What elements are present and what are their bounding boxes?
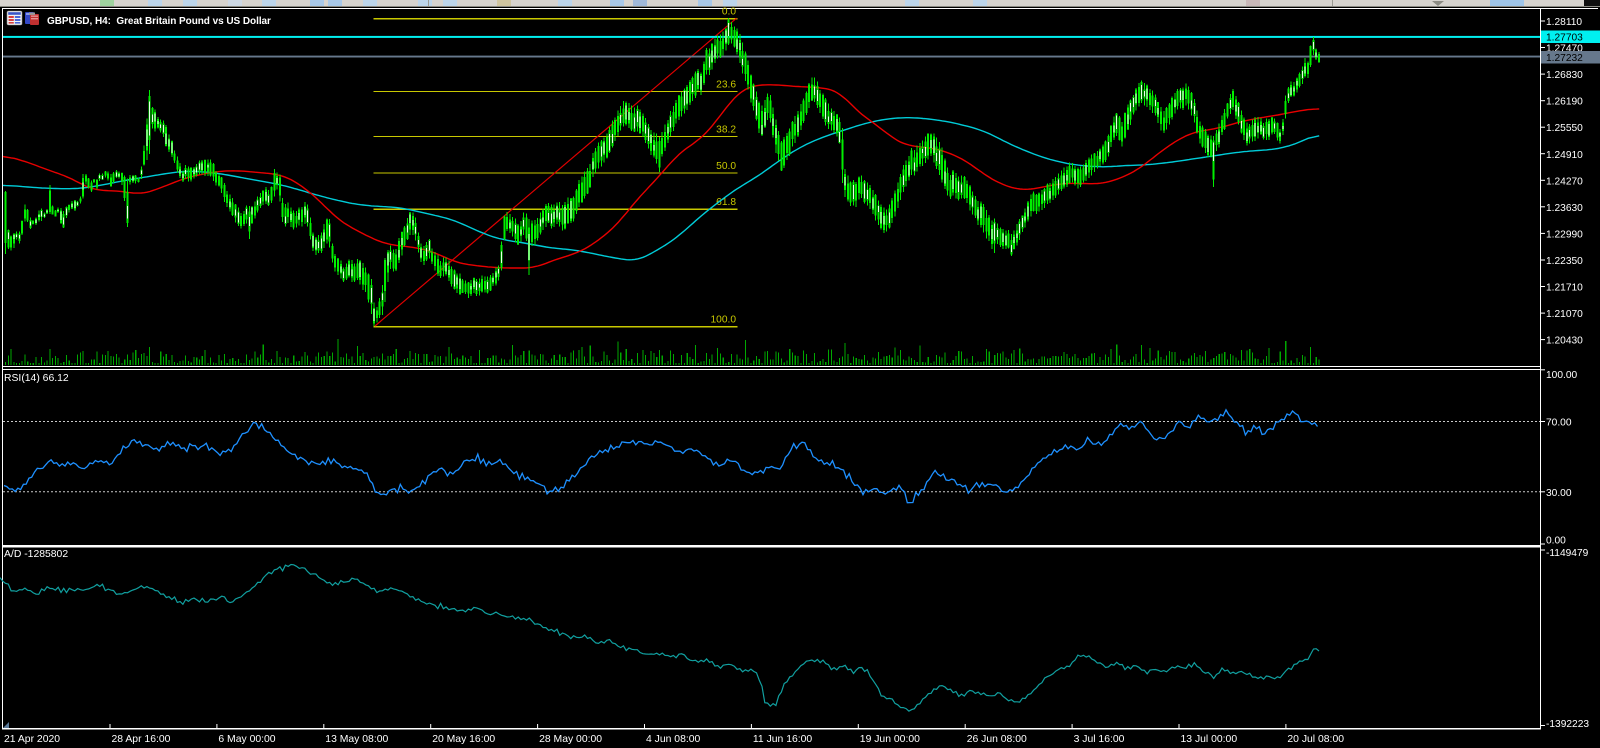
svg-text:RSI(14) 66.12: RSI(14) 66.12: [4, 373, 69, 384]
svg-text:1.24910: 1.24910: [1546, 150, 1583, 161]
svg-text:30.00: 30.00: [1546, 488, 1572, 499]
svg-text:A/D -1285802: A/D -1285802: [4, 549, 68, 560]
svg-text:100.0: 100.0: [711, 315, 737, 326]
svg-text:1.25550: 1.25550: [1546, 123, 1583, 134]
svg-text:28 Apr 16:00: 28 Apr 16:00: [112, 734, 171, 745]
svg-text:100.00: 100.00: [1546, 370, 1577, 381]
svg-text:6 May 00:00: 6 May 00:00: [218, 734, 275, 745]
svg-text:0.0: 0.0: [722, 7, 736, 18]
svg-text:-1149479: -1149479: [1546, 548, 1589, 559]
svg-text:1.28110: 1.28110: [1546, 17, 1582, 28]
svg-text:21 Apr 2020: 21 Apr 2020: [4, 734, 60, 745]
svg-text:1.27470: 1.27470: [1546, 44, 1583, 55]
svg-text:-1392223: -1392223: [1546, 719, 1589, 730]
svg-text:28 May 00:00: 28 May 00:00: [539, 734, 602, 745]
svg-text:1.21070: 1.21070: [1546, 309, 1583, 320]
svg-text:GBPUSD, H4: Great Britain Pou: GBPUSD, H4: Great Britain Pound vs US Do…: [47, 16, 271, 27]
svg-text:19 Jun 00:00: 19 Jun 00:00: [860, 734, 920, 745]
svg-text:0.00: 0.00: [1546, 536, 1566, 547]
svg-text:4 Jun 08:00: 4 Jun 08:00: [646, 734, 701, 745]
svg-text:1.27703: 1.27703: [1546, 33, 1583, 44]
svg-text:23.6: 23.6: [716, 79, 736, 90]
svg-text:38.2: 38.2: [716, 124, 736, 135]
svg-text:1.24270: 1.24270: [1546, 176, 1583, 187]
svg-text:70.00: 70.00: [1546, 418, 1572, 429]
svg-text:3 Jul 16:00: 3 Jul 16:00: [1074, 734, 1125, 745]
svg-text:26 Jun 08:00: 26 Jun 08:00: [967, 734, 1027, 745]
svg-text:11 Jun 16:00: 11 Jun 16:00: [753, 734, 813, 745]
svg-text:1.26830: 1.26830: [1546, 70, 1583, 81]
svg-text:1.23630: 1.23630: [1546, 203, 1583, 214]
svg-text:1.20430: 1.20430: [1546, 336, 1583, 347]
svg-text:13 Jul 00:00: 13 Jul 00:00: [1181, 734, 1238, 745]
svg-text:1.22990: 1.22990: [1546, 229, 1583, 240]
svg-text:1.22350: 1.22350: [1546, 256, 1583, 267]
svg-text:1.21710: 1.21710: [1546, 283, 1583, 294]
svg-text:20 Jul 08:00: 20 Jul 08:00: [1287, 734, 1344, 745]
svg-text:13 May 08:00: 13 May 08:00: [325, 734, 388, 745]
svg-text:1.26190: 1.26190: [1546, 97, 1583, 108]
svg-text:61.8: 61.8: [716, 197, 736, 208]
svg-text:20 May 16:00: 20 May 16:00: [432, 734, 495, 745]
svg-text:1.27232: 1.27232: [1546, 53, 1583, 64]
svg-text:50.0: 50.0: [716, 161, 736, 172]
